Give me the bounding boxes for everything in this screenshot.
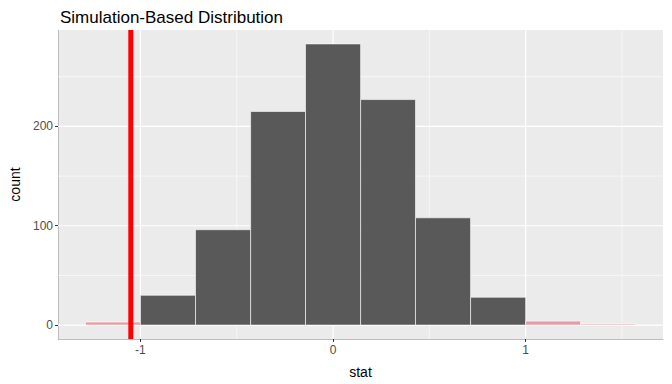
svg-text:100: 100 <box>33 219 53 233</box>
svg-text:200: 200 <box>33 119 53 133</box>
svg-text:0: 0 <box>330 343 337 357</box>
svg-text:0: 0 <box>46 318 53 332</box>
svg-text:Simulation-Based Distribution: Simulation-Based Distribution <box>60 8 283 27</box>
svg-text:count: count <box>7 167 23 201</box>
svg-text:-1: -1 <box>135 343 146 357</box>
svg-text:1: 1 <box>522 343 529 357</box>
svg-text:stat: stat <box>349 364 372 380</box>
